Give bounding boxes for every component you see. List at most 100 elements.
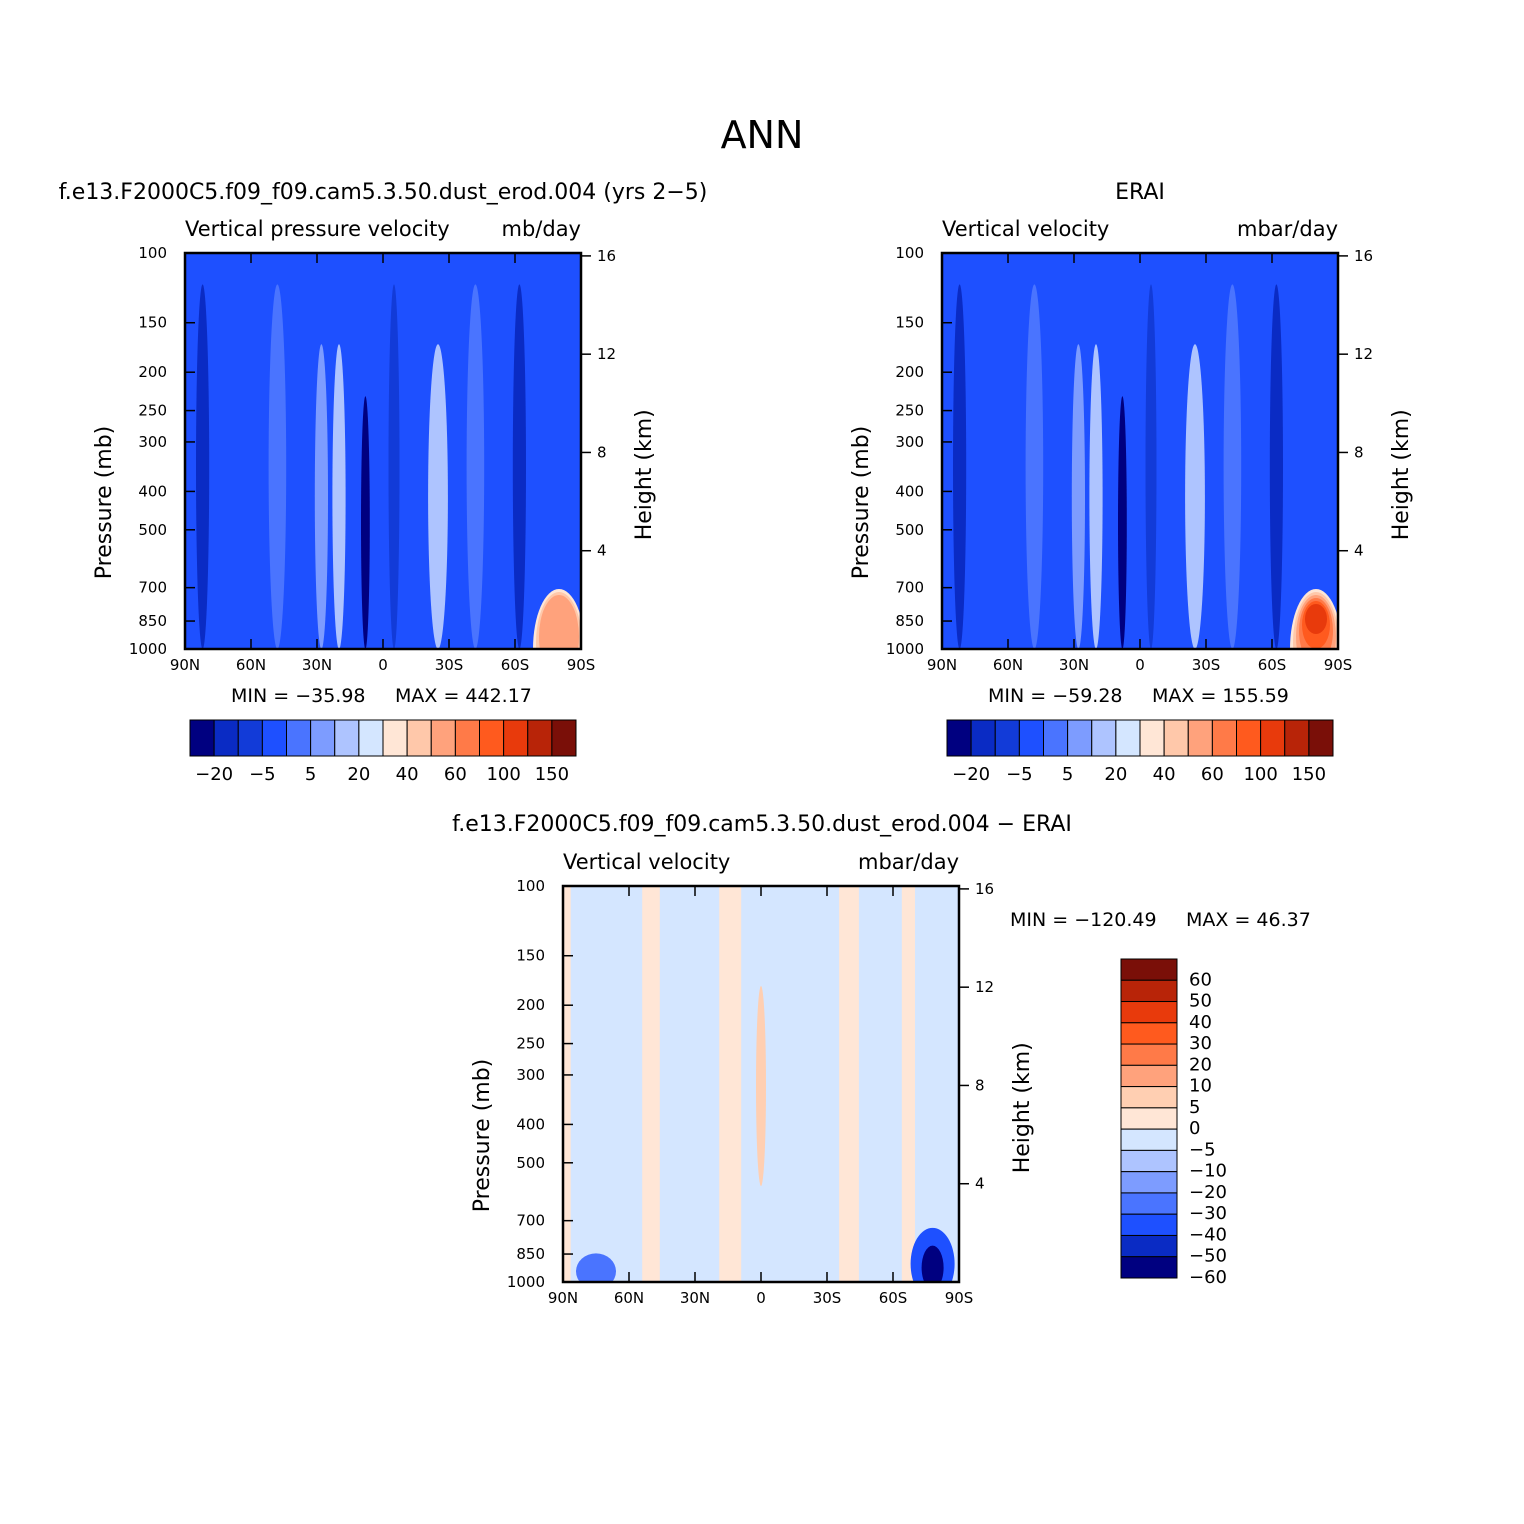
- y-tick-label: 1000: [886, 640, 924, 658]
- y2-tick-label: 4: [597, 542, 607, 560]
- x-tick-label: 60N: [993, 656, 1023, 674]
- diff-positive-band-1: [642, 886, 660, 1282]
- colorbar-label: 20: [347, 764, 370, 785]
- max-label: MAX = 46.37: [1186, 909, 1311, 931]
- colorbar-box: [1120, 1022, 1178, 1045]
- panel-field: [563, 886, 959, 1282]
- field-band-8: [466, 284, 485, 649]
- colorbar-box: [261, 719, 287, 757]
- colorbar-label: 100: [1243, 764, 1277, 785]
- colorbar-label: −10: [1189, 1161, 1227, 1182]
- colorbar-box: [334, 719, 360, 757]
- colorbar-label: 40: [1189, 1012, 1212, 1033]
- colorbar-box: [970, 719, 996, 757]
- field-antarctic-5: [1305, 604, 1327, 634]
- y-tick-label: 700: [138, 579, 167, 597]
- y2-tick-label: 16: [975, 880, 994, 898]
- colorbar-label: 5: [1189, 1097, 1200, 1118]
- field-band-10: [1307, 284, 1316, 649]
- colorbar-label: −5: [1006, 764, 1033, 785]
- colorbar-box: [551, 719, 577, 757]
- colorbar-box: [358, 719, 384, 757]
- colorbar-box: [237, 719, 263, 757]
- y-tick-label: 200: [516, 996, 545, 1014]
- field-band-6: [388, 284, 400, 649]
- x-tick-label: 90S: [945, 1289, 974, 1307]
- y-tick-label: 150: [138, 314, 167, 332]
- x-tick-label: 0: [378, 656, 388, 674]
- colorbar-label: 5: [305, 764, 316, 785]
- colorbar-box: [430, 719, 456, 757]
- y-tick-label: 700: [516, 1212, 545, 1230]
- colorbar-label: 20: [1189, 1054, 1212, 1075]
- colorbar-label: 50: [1189, 991, 1212, 1012]
- y-tick-label: 300: [516, 1066, 545, 1084]
- x-tick-label: 60N: [614, 1289, 644, 1307]
- field-band-3: [314, 344, 328, 649]
- colorbar-box: [286, 719, 312, 757]
- diff-positive-band-4: [901, 886, 915, 1282]
- colorbar-label: 100: [486, 764, 520, 785]
- colorbar-box: [503, 719, 529, 757]
- x-tick-label: 90N: [170, 656, 200, 674]
- y-tick-label: 250: [895, 402, 924, 420]
- units-label: mbar/day: [858, 850, 959, 874]
- colorbar-box: [454, 719, 480, 757]
- y-tick-label: 300: [895, 433, 924, 451]
- colorbar: −20 −5 5 20 40 60 100 150: [189, 719, 577, 785]
- field-band-2: [268, 284, 287, 649]
- field-band-5: [1118, 396, 1127, 649]
- colorbar-box: [1120, 958, 1178, 981]
- colorbar: −20 −5 5 20 40 60 100 150: [946, 719, 1334, 785]
- colorbar-box: [1120, 1064, 1178, 1088]
- colorbar-label: 10: [1189, 1076, 1212, 1097]
- diff-positive-band-3: [839, 886, 859, 1282]
- field-band-9: [1269, 284, 1283, 649]
- colorbar-label: −50: [1189, 1246, 1227, 1267]
- colorbar-label: 40: [1153, 764, 1176, 785]
- y-tick-label: 850: [516, 1245, 545, 1263]
- colorbar-box: [946, 719, 972, 757]
- colorbar-label: 60: [444, 764, 467, 785]
- y2-axis-title: Height (km): [1389, 409, 1414, 540]
- field-band-3: [1071, 344, 1085, 649]
- field-band-0: [196, 284, 210, 649]
- colorbar-box: [1211, 719, 1237, 757]
- x-tick-label: 60S: [879, 1289, 908, 1307]
- colorbar-label: −60: [1189, 1267, 1227, 1288]
- x-tick-label: 0: [756, 1289, 766, 1307]
- panel-title: ERAI: [1115, 180, 1165, 205]
- field-band-8: [1223, 284, 1242, 649]
- y-tick-label: 150: [516, 947, 545, 965]
- colorbar-label: 60: [1201, 764, 1224, 785]
- colorbar-label: 60: [1189, 969, 1212, 990]
- colorbar-box: [1120, 1234, 1178, 1258]
- field-band-10: [550, 284, 559, 649]
- y-tick-label: 100: [138, 244, 167, 262]
- units-label: mbar/day: [1237, 217, 1338, 241]
- colorbar-box: [1120, 1256, 1178, 1279]
- x-tick-label: 90N: [927, 656, 957, 674]
- x-tick-label: 0: [1135, 656, 1145, 674]
- y2-tick-label: 4: [975, 1175, 985, 1193]
- y-axis-title: Pressure (mb): [470, 1059, 495, 1213]
- panel-title: f.e13.F2000C5.f09_f09.cam5.3.50.dust_ero…: [452, 812, 1072, 837]
- y-axis-title: Pressure (mb): [92, 426, 117, 579]
- colorbar-box: [1120, 1001, 1178, 1024]
- y-tick-label: 1000: [507, 1273, 545, 1291]
- max-label: MAX = 442.17: [395, 685, 532, 707]
- y-tick-label: 850: [895, 612, 924, 630]
- y-tick-label: 300: [138, 433, 167, 451]
- field-band-0: [953, 284, 967, 649]
- field-band-7: [428, 344, 448, 649]
- colorbar-label: −20: [1189, 1182, 1227, 1203]
- y-tick-label: 500: [138, 521, 167, 539]
- x-tick-label: 30N: [1059, 656, 1089, 674]
- colorbar-box: [1067, 719, 1093, 757]
- min-label: MIN = −120.49: [1010, 909, 1157, 931]
- colorbar-label: 150: [535, 764, 569, 785]
- x-tick-label: 90N: [548, 1289, 578, 1307]
- colorbar-box: [406, 719, 432, 757]
